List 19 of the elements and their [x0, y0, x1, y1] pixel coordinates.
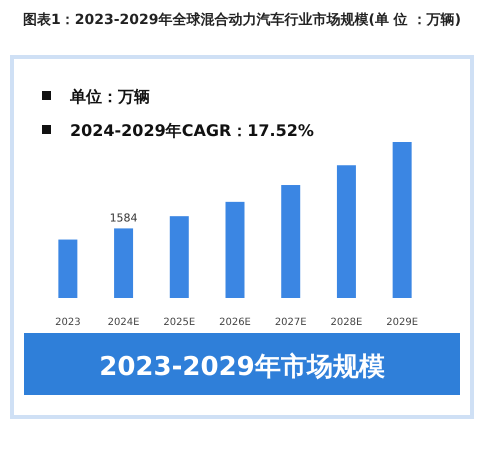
x-tick-label: 2029E	[386, 317, 418, 328]
x-tick-label: 2024E	[108, 317, 140, 328]
bar	[114, 228, 134, 298]
chart-title: 图表1：2023-2029年全球混合动力汽车行业市场规模(单 位 ：万辆)	[22, 11, 462, 28]
bar	[392, 142, 412, 298]
x-tick-label: 2028E	[330, 317, 362, 328]
text: 2024-2029年CAGR：17.52%	[70, 121, 314, 140]
bar	[58, 240, 78, 298]
bar	[170, 216, 189, 298]
data-label: 1584	[110, 211, 138, 224]
x-tick-label: 2027E	[274, 317, 307, 328]
x-tick-label: 2023	[55, 317, 81, 328]
text: 单位：万辆	[69, 87, 150, 106]
text: 2023-2029年市场规模	[99, 352, 385, 382]
bar	[281, 185, 300, 298]
bar	[226, 202, 244, 298]
bar	[336, 165, 356, 298]
x-tick-label: 2026E	[219, 317, 251, 328]
x-tick-label: 2025E	[163, 317, 196, 328]
